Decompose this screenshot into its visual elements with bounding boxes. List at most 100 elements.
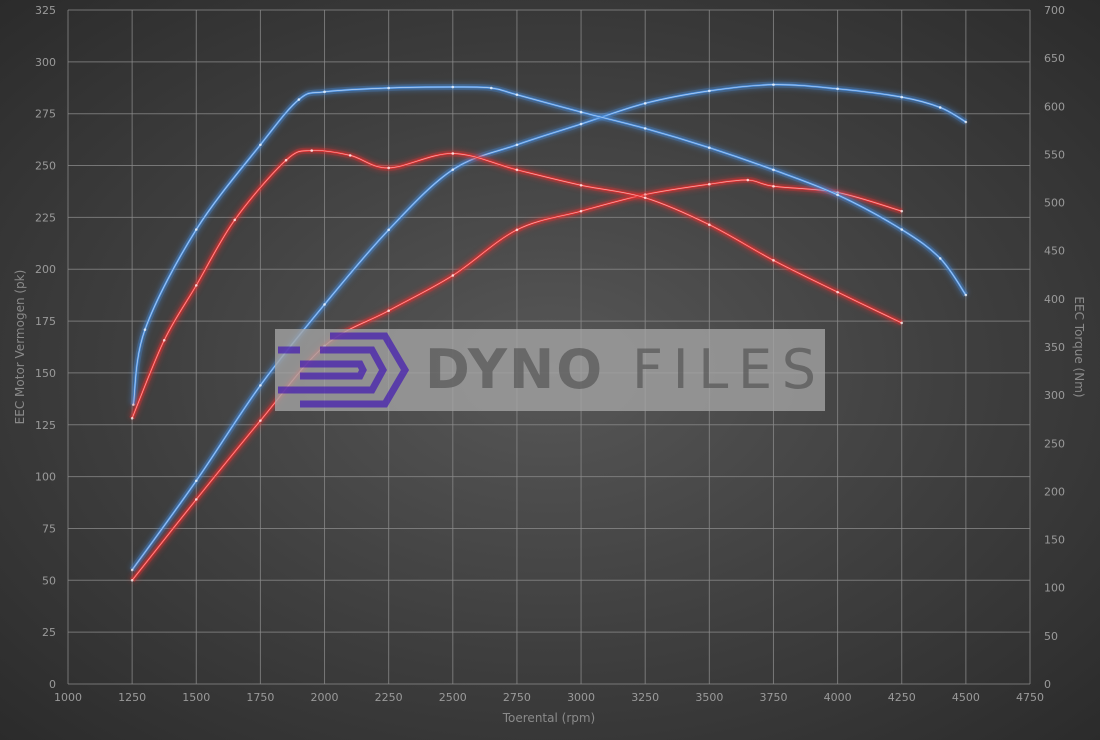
data-point [387,86,390,90]
y-right-tick-label: 50 [1044,630,1058,643]
data-point [708,223,711,227]
data-point [194,479,198,483]
data-point [772,83,775,86]
y-right-tick-label: 600 [1044,100,1065,113]
data-point [938,106,942,109]
data-point [297,98,301,101]
data-point [194,284,198,287]
dynofiles-logo-icon [278,332,410,408]
y-right-tick-label: 100 [1044,582,1065,595]
data-point [938,257,942,260]
y-left-tick-label: 225 [35,211,56,224]
logo-light-text: FILES [632,338,822,401]
y-left-axis-label: EEC Motor Vermogen (pk) [13,270,27,425]
y-left-tick-label: 25 [42,626,56,639]
x-tick-label: 3250 [631,691,659,704]
y-left-tick-label: 50 [42,574,56,587]
y-left-tick-label: 275 [35,108,56,121]
series-glow-0 [129,81,968,572]
y-right-tick-label: 200 [1044,485,1065,498]
data-point [746,178,750,182]
y-left-tick-label: 325 [35,4,56,17]
data-point [708,182,711,186]
data-point [451,85,455,89]
y-left-tick-label: 300 [35,56,56,69]
data-point [964,293,968,297]
data-point [130,579,134,582]
y-right-tick-label: 250 [1044,437,1065,450]
x-tick-label: 3500 [695,691,723,704]
data-point [579,209,583,213]
data-point [579,183,583,187]
data-point [579,110,583,114]
data-point [387,309,390,313]
data-point [130,568,134,572]
y-right-tick-label: 150 [1044,534,1065,547]
data-point [348,154,352,157]
series-highlight-0 [131,84,967,571]
x-tick-label: 2000 [311,691,339,704]
data-point [259,143,262,147]
y-left-tick-label: 100 [35,471,56,484]
data-point [900,228,904,231]
data-point [964,120,968,124]
y-left-tick-label: 175 [35,315,56,328]
x-axis-label: Toerental (rpm) [502,711,595,725]
data-point [387,228,390,232]
y-left-tick-label: 150 [35,367,56,380]
grid [67,9,1031,685]
data-point [579,122,583,126]
y-left-tick-label: 200 [35,263,56,276]
x-tick-label: 1000 [54,691,82,704]
data-point [233,218,237,222]
data-point [515,143,519,147]
data-point [900,321,904,325]
y-right-tick-label: 350 [1044,341,1065,354]
data-point [194,498,198,501]
tick-labels: 1000 1250 1500 1750 2000 2250 2500 2750 3000 3250… [35,4,1065,704]
data-point [515,168,519,172]
data-point [772,259,775,262]
data-point [451,168,455,171]
y-right-tick-label: 300 [1044,389,1065,402]
data-point [310,149,314,152]
y-right-axis-label: EEC Torque (Nm) [1072,296,1086,397]
data-point [323,303,326,306]
x-tick-label: 1500 [182,691,210,704]
data-point [643,102,647,105]
data-point [708,89,711,93]
y-right-tick-label: 450 [1044,245,1065,258]
data-point [515,228,519,232]
x-tick-label: 4250 [888,691,916,704]
x-tick-label: 1250 [118,691,146,704]
x-tick-label: 1750 [246,691,274,704]
data-point [489,86,493,90]
data-point [836,87,839,91]
y-right-tick-label: 650 [1044,52,1065,65]
data-point [259,419,262,422]
data-point [451,152,455,155]
data-point [194,228,198,231]
series-lines [129,81,969,583]
data-point [836,193,839,197]
data-point [643,127,647,130]
watermark: DYNO FILES [275,329,825,411]
data-point [284,158,288,162]
y-right-tick-label: 550 [1044,148,1065,161]
x-tick-label: 2500 [439,691,467,704]
data-point [130,416,134,420]
y-left-tick-label: 250 [35,160,56,173]
x-tick-label: 4500 [952,691,980,704]
x-tick-label: 3750 [759,691,787,704]
data-point [900,209,904,213]
x-tick-label: 4000 [824,691,852,704]
y-left-tick-label: 75 [42,522,56,535]
y-right-tick-label: 500 [1044,197,1065,210]
data-point [143,328,147,331]
y-right-tick-label: 400 [1044,293,1065,306]
data-point [451,274,455,277]
data-point [900,95,904,99]
data-point [643,196,647,200]
data-point [772,184,775,188]
